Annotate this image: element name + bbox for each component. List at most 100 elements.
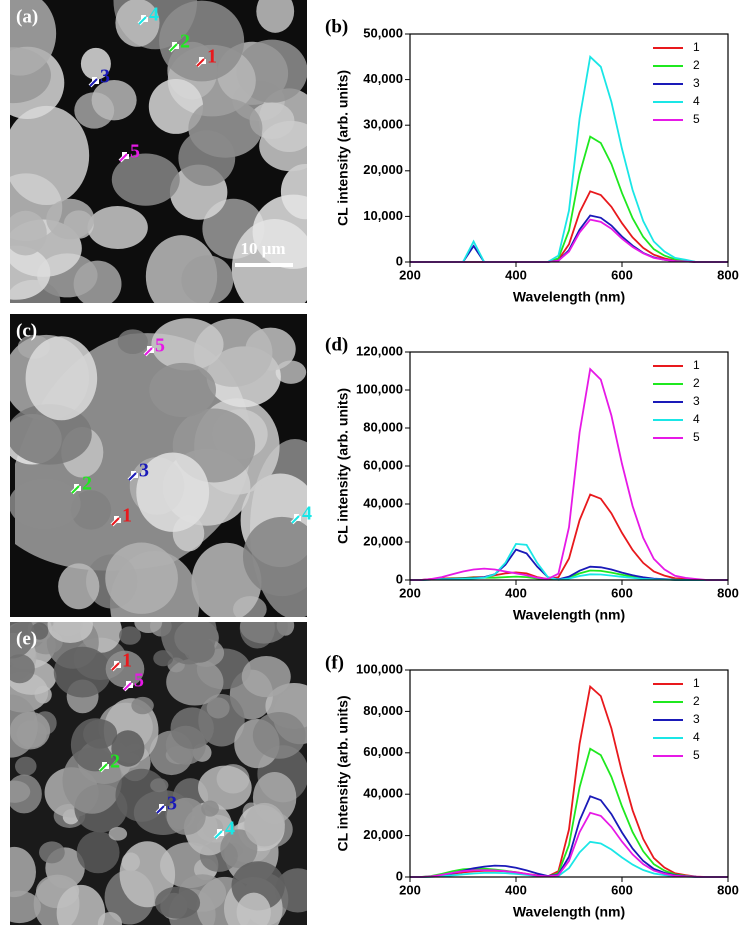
scale-bar-label: 10 μm xyxy=(240,239,285,258)
particle xyxy=(54,647,111,698)
marker-label: 1 xyxy=(207,46,217,68)
y-tick-label: 0 xyxy=(396,868,403,883)
micrograph-content xyxy=(0,600,327,929)
y-tick-label: 10,000 xyxy=(363,208,403,223)
particle xyxy=(201,801,219,817)
legend-label: 4 xyxy=(693,94,700,108)
x-tick-label: 600 xyxy=(611,267,633,282)
particle xyxy=(178,130,235,186)
marker-label: 5 xyxy=(134,670,144,692)
x-tick-label: 400 xyxy=(505,267,527,282)
x-tick-label: 600 xyxy=(611,882,633,897)
legend-label: 2 xyxy=(693,58,700,72)
marker-label: 3 xyxy=(167,793,177,815)
panel-label: (a) xyxy=(16,6,38,27)
legend-label: 4 xyxy=(693,730,700,744)
y-tick-label: 100,000 xyxy=(356,661,403,676)
x-tick-label: 200 xyxy=(399,267,421,282)
legend-label: 4 xyxy=(693,412,700,426)
particle xyxy=(4,106,89,205)
marker-label: 5 xyxy=(130,141,140,163)
particle xyxy=(207,697,230,718)
y-tick-label: 0 xyxy=(396,571,403,586)
y-axis-label: CL intensity (arb. units) xyxy=(335,70,351,226)
y-tick-label: 40,000 xyxy=(363,71,403,86)
particle xyxy=(9,478,81,529)
y-tick-label: 0 xyxy=(396,253,403,268)
marker-label: 1 xyxy=(122,650,132,672)
micrograph-content xyxy=(3,314,340,657)
y-tick-label: 60,000 xyxy=(363,744,403,759)
y-tick-label: 100,000 xyxy=(356,381,403,396)
y-axis-label: CL intensity (arb. units) xyxy=(335,695,351,851)
legend-label: 2 xyxy=(693,376,700,390)
panel-label: (c) xyxy=(16,320,37,341)
particle xyxy=(4,211,47,256)
y-axis-label: CL intensity (arb. units) xyxy=(335,388,351,544)
legend-label: 1 xyxy=(693,40,700,54)
legend-label: 5 xyxy=(693,748,700,762)
marker-label: 2 xyxy=(180,31,190,53)
micrograph-content xyxy=(0,0,334,324)
marker-label: 1 xyxy=(122,505,132,527)
particle xyxy=(119,626,141,644)
particle xyxy=(26,336,98,420)
y-tick-label: 60,000 xyxy=(363,457,403,472)
marker-label: 4 xyxy=(302,503,312,525)
plot-frame xyxy=(410,352,728,580)
figure: (a)10 μm12345(c)12345(e)12345010,00020,0… xyxy=(0,0,742,929)
marker-label: 4 xyxy=(225,818,235,840)
x-tick-label: 400 xyxy=(505,882,527,897)
marker-label: 5 xyxy=(155,335,165,357)
particle xyxy=(244,803,285,847)
series-line xyxy=(410,687,728,877)
y-tick-label: 20,000 xyxy=(363,827,403,842)
particle xyxy=(253,712,306,759)
particle xyxy=(131,697,153,714)
particle xyxy=(109,827,127,841)
particle xyxy=(39,841,65,863)
x-tick-label: 200 xyxy=(399,882,421,897)
x-tick-label: 800 xyxy=(717,267,739,282)
particle xyxy=(171,707,214,749)
legend-label: 3 xyxy=(693,76,700,90)
particle xyxy=(181,255,233,305)
legend-label: 1 xyxy=(693,358,700,372)
panel-label: (f) xyxy=(325,652,344,673)
series-line xyxy=(410,369,728,580)
legend-label: 1 xyxy=(693,676,700,690)
y-tick-label: 30,000 xyxy=(363,117,403,132)
y-tick-label: 50,000 xyxy=(363,25,403,40)
particle xyxy=(281,164,330,219)
particle xyxy=(242,656,291,697)
particle xyxy=(46,199,94,240)
particle xyxy=(259,121,322,171)
particle xyxy=(105,543,178,614)
particle xyxy=(150,778,168,792)
micrograph: (e)12345 xyxy=(0,600,327,929)
x-axis-label: Wavelength (nm) xyxy=(513,607,625,623)
y-tick-label: 20,000 xyxy=(363,162,403,177)
y-tick-label: 80,000 xyxy=(363,419,403,434)
panel-label: (b) xyxy=(325,16,348,37)
y-tick-label: 40,000 xyxy=(363,786,403,801)
legend-label: 5 xyxy=(693,112,700,126)
x-axis-label: Wavelength (nm) xyxy=(513,904,625,920)
series-line xyxy=(410,550,728,580)
legend-label: 3 xyxy=(693,394,700,408)
y-tick-label: 40,000 xyxy=(363,495,403,510)
series-line xyxy=(410,216,728,263)
panel-label: (d) xyxy=(325,334,348,355)
series-line xyxy=(410,544,728,580)
particle xyxy=(58,563,99,609)
y-tick-label: 80,000 xyxy=(363,703,403,718)
particle xyxy=(4,654,34,683)
x-tick-label: 200 xyxy=(399,585,421,600)
x-axis-label: Wavelength (nm) xyxy=(513,289,625,305)
particle xyxy=(159,1,244,82)
particle xyxy=(92,80,137,120)
x-tick-label: 800 xyxy=(717,585,739,600)
x-tick-label: 400 xyxy=(505,585,527,600)
y-tick-label: 20,000 xyxy=(363,533,403,548)
